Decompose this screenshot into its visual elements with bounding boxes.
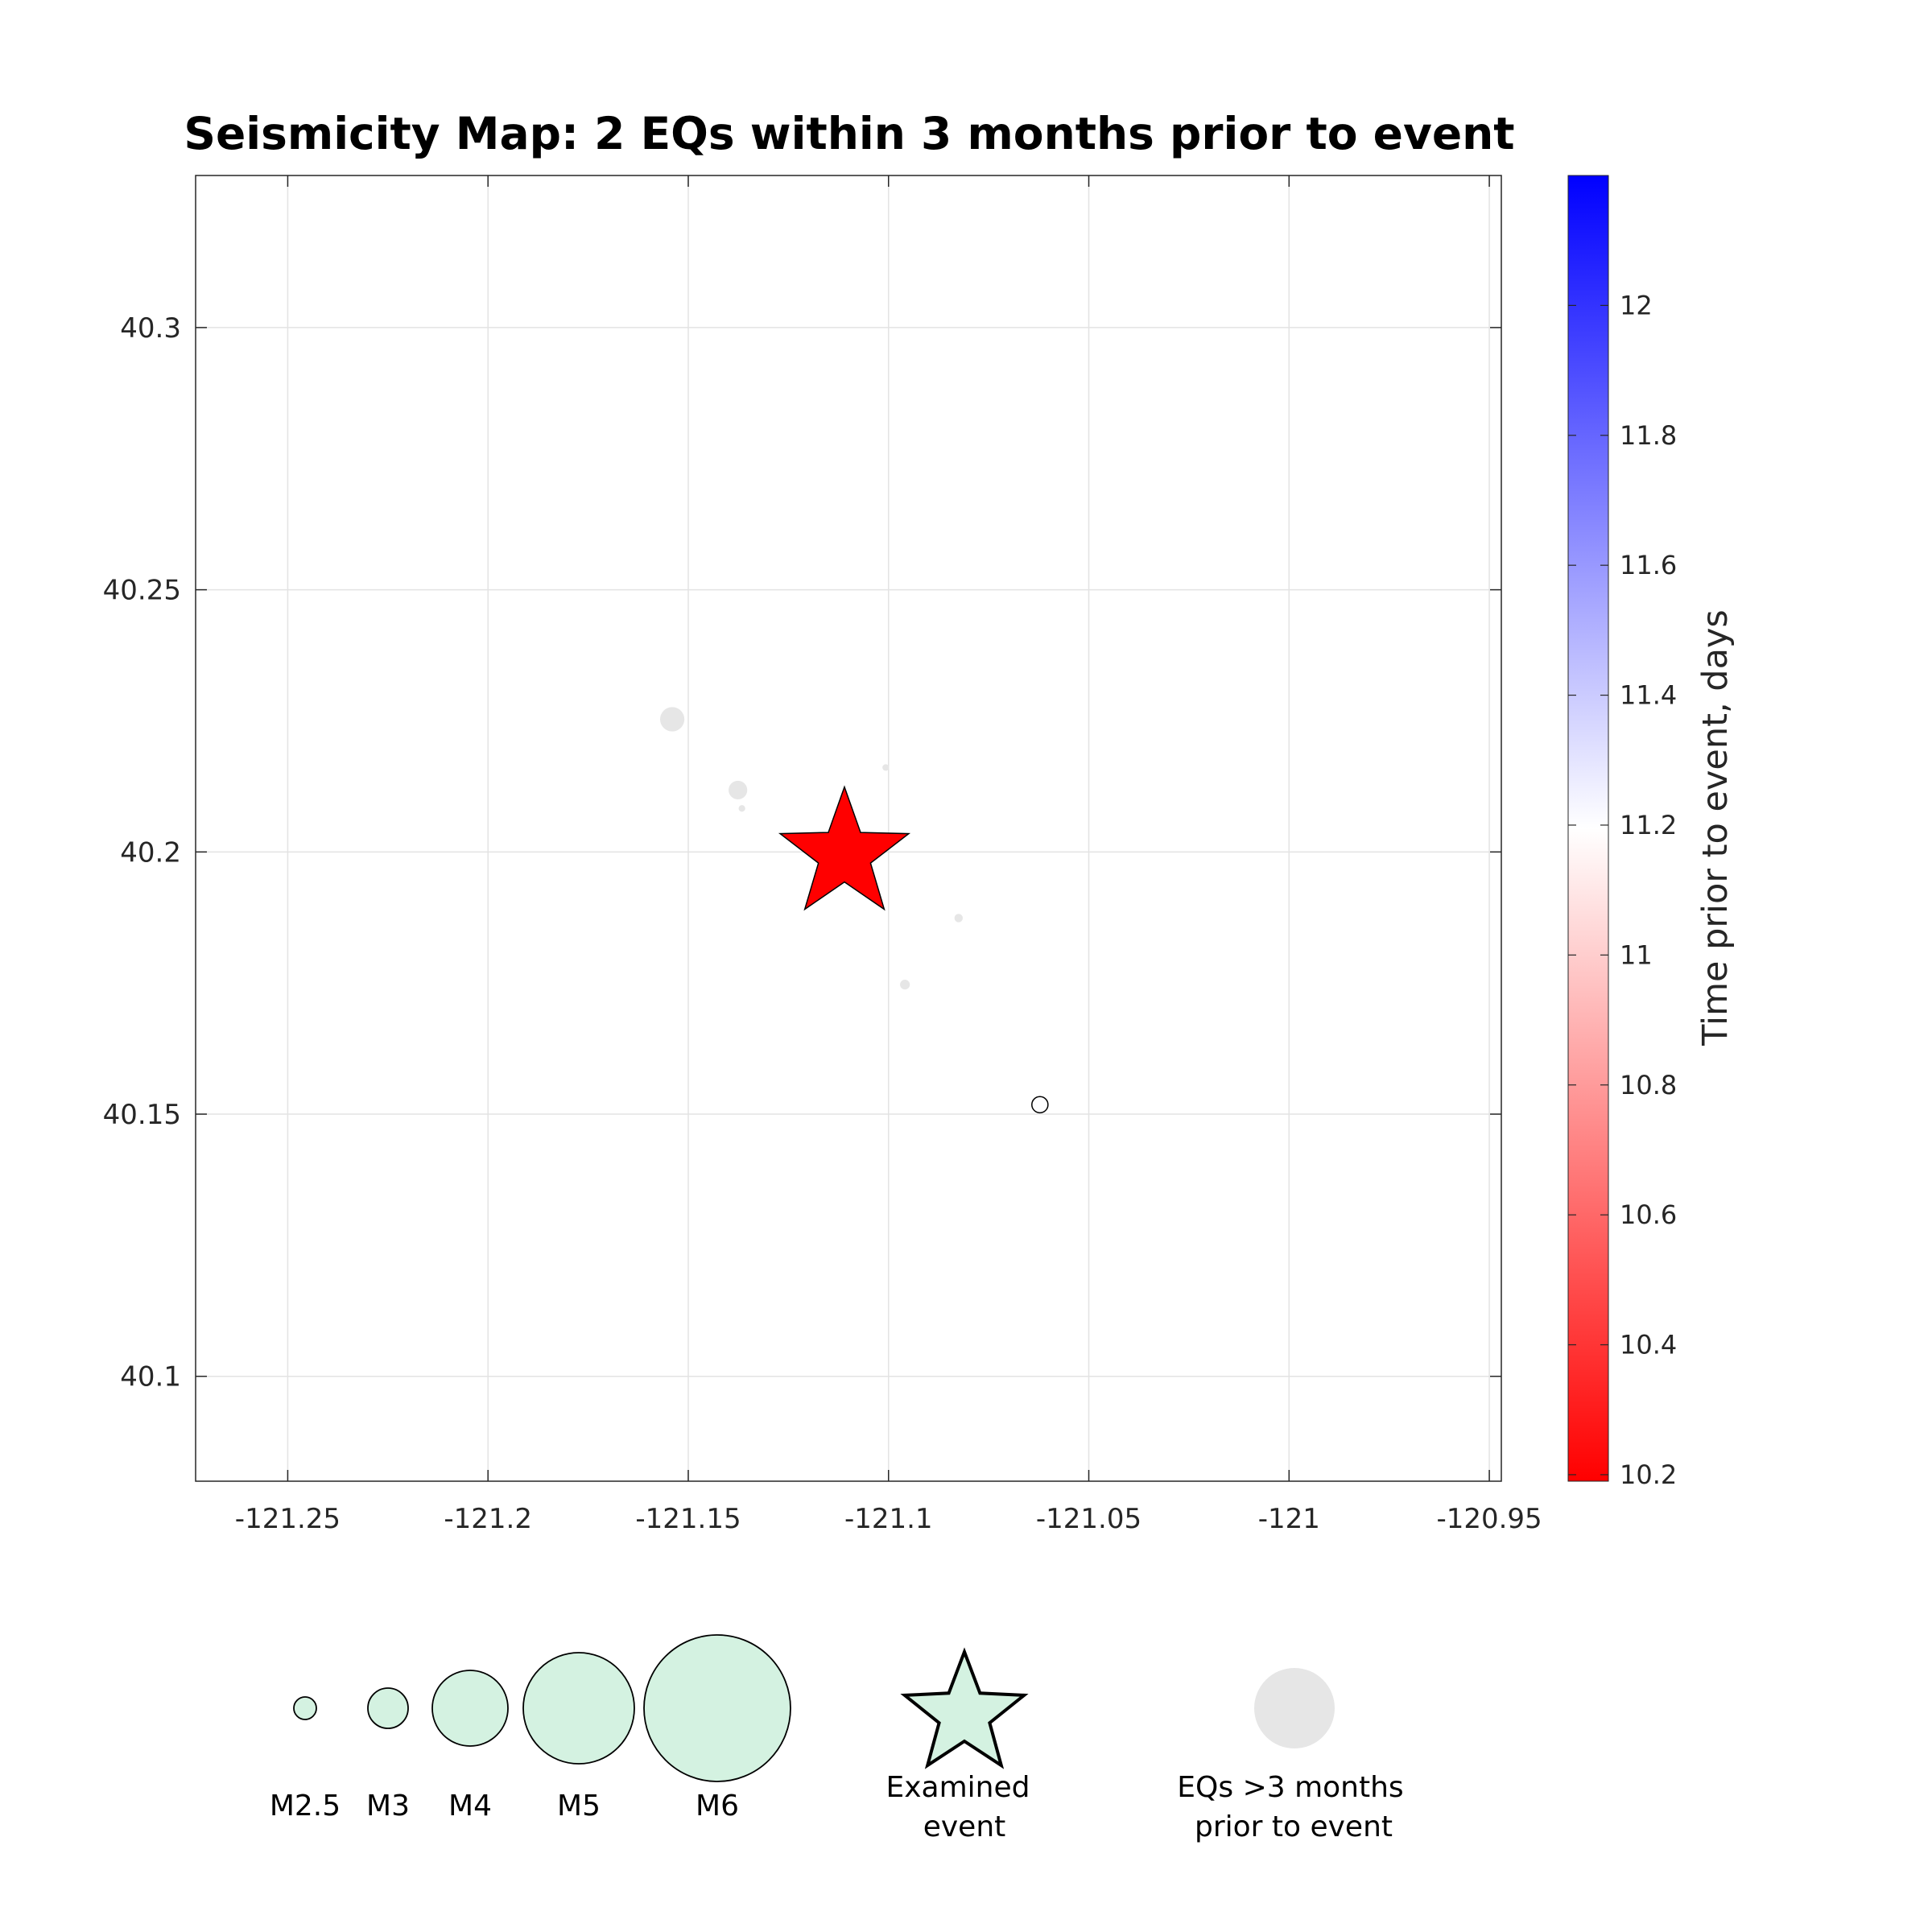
colorbar-tick-label: 11 [1620,939,1653,970]
colorbar-tick-label: 10.4 [1620,1330,1677,1360]
legend-examined-label: event [923,1810,1006,1843]
older-event-point [882,764,890,771]
x-tick-label: -121.05 [1036,1503,1141,1535]
colorbar-ticks: 10.2 10.4 10.6 10.8 11 11.2 11.4 11.6 11.8 12 [1568,290,1677,1490]
y-tick-label: 40.3 [120,312,181,345]
recent-event-point [1031,1096,1049,1114]
legend-examined-star [900,1647,1029,1769]
legend-magnitude-label: M6 [696,1790,739,1823]
legend-magnitude-marker [643,1634,791,1782]
colorbar-tick-label: 10.8 [1620,1070,1677,1100]
colorbar-tick-label: 11.4 [1620,680,1677,711]
legend-older-label: prior to event [1195,1810,1393,1843]
y-axis: 40.1 40.15 40.2 40.25 40.3 [103,312,1501,1393]
x-tick-label: -121.15 [635,1503,741,1535]
older-event-point [729,780,748,800]
legend-magnitude-marker [367,1687,409,1729]
colorbar-label: Time prior to event, days [1695,609,1736,1046]
colorbar-tick-label: 11.6 [1620,550,1677,580]
legend-examined-label: Examined [886,1771,1030,1804]
legend-magnitude-marker [431,1670,509,1747]
colorbar-tick-label: 10.6 [1620,1199,1677,1230]
legend-magnitude-label: M2.5 [270,1790,341,1823]
plot-area [195,175,1502,1482]
legend: M2.5 M3 M4 M5 M6 Examined event EQs >3 months pr… [270,1634,1404,1843]
legend-magnitude-label: M5 [557,1790,601,1823]
legend-older-label: EQs >3 months [1177,1771,1403,1804]
legend-magnitude-label: M3 [366,1790,410,1823]
x-axis: -121.25 -121.2 -121.15 -121.1 -121.05 -121 -12… [235,175,1542,1535]
colorbar-tick-label: 10.2 [1620,1459,1677,1490]
x-tick-label: -121.1 [844,1503,933,1535]
x-tick-label: -121.2 [444,1503,532,1535]
older-event-point [954,914,964,923]
x-tick-label: -120.95 [1436,1503,1542,1535]
legend-magnitude-marker [293,1696,317,1720]
colorbar-tick-label: 11.2 [1620,810,1677,840]
colorbar-tick-label: 12 [1620,290,1653,320]
colorbar-tick-label: 11.8 [1620,420,1677,451]
grid [196,175,1501,1481]
data-points [659,707,1049,1114]
y-tick-label: 40.25 [103,575,181,607]
older-event-point [738,805,745,812]
colorbar [1567,175,1609,1482]
legend-older-marker [1254,1668,1335,1748]
legend-magnitude-marker [522,1652,635,1765]
older-event-point [900,980,910,990]
x-tick-label: -121.25 [235,1503,341,1535]
x-tick-label: -121 [1258,1503,1320,1535]
y-tick-label: 40.15 [103,1099,181,1131]
y-tick-label: 40.2 [120,836,181,869]
chart-title: Seismicity Map: 2 EQs within 3 months pr… [184,108,1514,159]
older-event-point [659,707,685,732]
examined-event-star [778,785,911,911]
y-tick-label: 40.1 [120,1361,181,1393]
legend-magnitude-label: M4 [448,1790,492,1823]
